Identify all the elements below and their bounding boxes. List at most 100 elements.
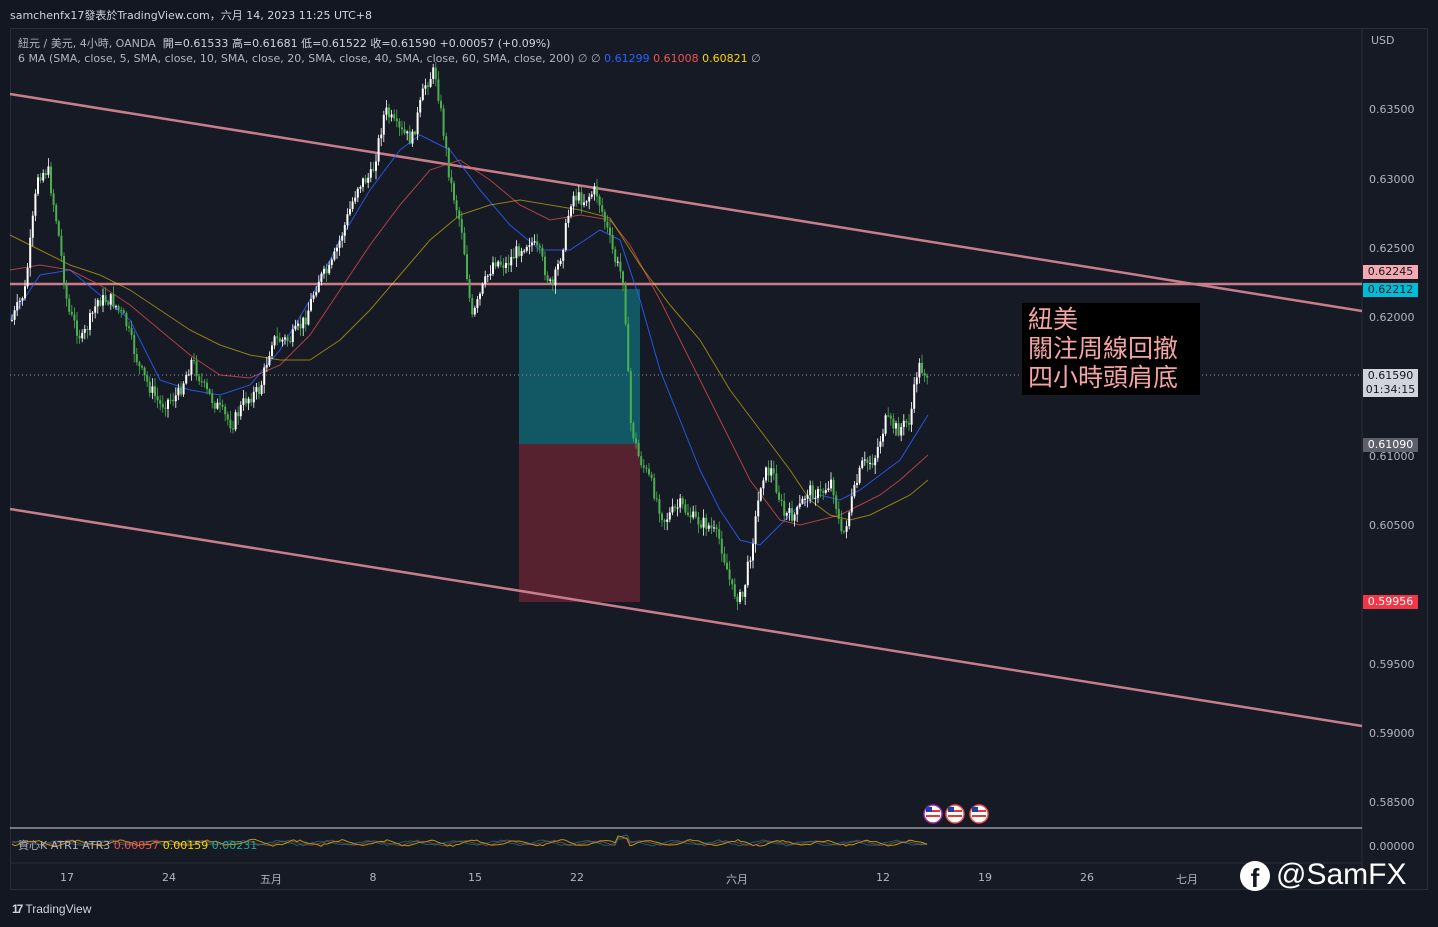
chart-pane[interactable] [10,28,1428,890]
candle-body [741,591,744,597]
brand-label: TradingView [25,902,92,916]
candle-body [843,531,845,533]
candle-body [518,246,520,256]
candle-body [117,306,120,310]
candle-body [648,468,650,475]
atr-legend-label: 資心K ATR1 ATR3 [18,839,111,852]
time-tick: 17 [60,871,74,884]
candle-body [190,359,193,375]
candle-body [879,441,882,447]
candle-body [232,428,234,430]
candle-body [655,498,658,500]
candle-body [109,294,112,305]
candle-body [419,99,422,113]
candle-body [869,462,871,464]
header-bar: samchenfx17發表於TradingView.com，六月 14, 202… [0,0,1438,28]
candle-body [213,402,216,409]
candle-body [42,173,45,181]
candle-body [557,263,559,270]
candle-body [44,173,47,175]
atr-value: 0.00057 [113,839,160,852]
candle-body [68,298,71,312]
candle-body [520,251,523,256]
candle-body [143,367,146,376]
candle-body [850,496,853,513]
candle-body [463,232,466,255]
candle-body [736,596,739,602]
candle-body [609,227,611,235]
time-tick: 15 [468,871,482,884]
candle-body [187,374,190,376]
candle-body [273,336,276,346]
candle-body [840,518,843,532]
candle-body [393,114,396,119]
candle-body [619,261,622,272]
candle-body [486,275,489,277]
candle-body [531,242,533,246]
candle-body [250,398,253,403]
candle-body [408,131,411,144]
candle-body [156,396,159,401]
candle-body [388,107,390,118]
candle-body [242,398,245,405]
candle-body [200,381,203,383]
candle-body [203,381,206,383]
candle-body [720,538,723,554]
currency-label[interactable]: USD [1371,34,1395,47]
candle-body [99,300,102,306]
candle-body [47,166,50,175]
candle-body [291,329,294,342]
atr-value: 0.00231 [211,839,258,852]
candle-body [198,376,201,382]
candle-body [377,138,380,162]
candle-body [908,422,910,425]
candle-body [258,387,260,395]
candle-body [312,295,315,299]
candle-body [81,332,84,339]
candle-body [536,241,539,246]
candle-body [185,374,188,384]
candle-body [596,186,598,197]
candle-body [325,268,328,274]
time-tick: 六月 [726,873,748,886]
candle-body [317,281,320,292]
candle-body [115,306,117,308]
candle-body [923,372,926,376]
legend-ma-row: 6 MA (SMA, close, 5, SMA, close, 10, SMA… [18,52,761,65]
legend-ma-label[interactable]: 6 MA (SMA, close, 5, SMA, close, 10, SMA… [18,52,601,65]
price-tick: 0.63500 [1369,103,1415,116]
candle-body [746,561,749,586]
candle-body [172,399,175,402]
us-event-flags [923,804,989,824]
price-tick: 0.59500 [1369,658,1415,671]
candle-body [284,337,286,340]
candle-body [512,257,515,259]
candle-body [739,591,741,602]
candle-body [278,337,281,342]
candle-body [731,579,734,585]
atr-legend[interactable]: 資心K ATR1 ATR3 0.00057 0.00159 0.00231 [18,837,257,853]
candle-body [148,381,151,393]
candle-body [705,517,708,529]
candle-body [593,186,596,195]
candle-body [601,205,604,212]
candle-body [754,516,757,544]
price-tick: 0.59000 [1369,727,1415,740]
legend-symbol[interactable]: 紐元 / 美元, 4小時, OANDA [18,37,156,50]
candle-body [364,178,367,183]
text-annotation[interactable]: 紐美 關注周線回撤 四小時頭肩底 [1022,303,1200,395]
candle-body [707,525,710,529]
candle-body [289,340,292,342]
candle-body [915,377,918,385]
candle-body [554,269,557,286]
candle-body [434,67,437,80]
candle-body [692,511,695,518]
candle-body [837,508,840,519]
legend-ohlc: 開=0.61533 高=0.61681 低=0.61522 收=0.61590 … [162,37,551,50]
candle-body [414,131,416,135]
candle-body [710,525,713,529]
candle-body [528,245,531,247]
candle-body [653,477,656,499]
tradingview-logo[interactable]: 17 TradingView [12,902,91,916]
